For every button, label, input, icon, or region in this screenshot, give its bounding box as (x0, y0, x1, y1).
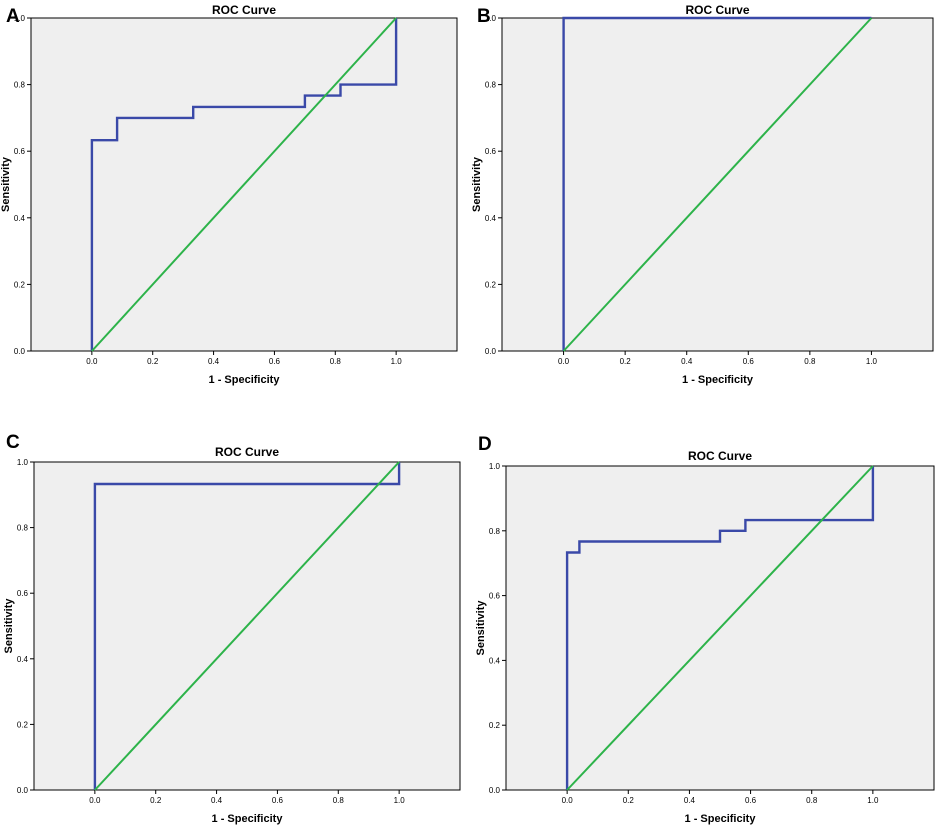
chart-panel-b: B ROC Curve 0.0 0.2 0.4 0.6 0.8 1.0 0.0 0.2 0.4 0.6… (471, 3, 934, 386)
chart-title-c: ROC Curve (215, 445, 279, 459)
x-tick-label-a-5: 1.0 (391, 357, 403, 366)
x-tick-label-a-1: 0.2 (147, 357, 159, 366)
x-tick-label-b-2: 0.4 (681, 357, 693, 366)
x-axis-label-c: 1 - Specificity (212, 813, 284, 825)
roc-curve-d (565, 466, 875, 790)
x-tick-label-b-1: 0.2 (620, 357, 632, 366)
x-tick-label-a-4: 0.8 (330, 357, 342, 366)
y-tick-label-a-4: 0.8 (14, 81, 26, 90)
y-tick-label-b-0: 0.0 (485, 347, 497, 356)
x-tick-label-a-2: 0.4 (208, 357, 220, 366)
panel-letter-d: D (478, 434, 492, 455)
reference-line-b (562, 17, 873, 352)
y-tick-label-d-5: 1.0 (489, 462, 501, 471)
panel-letter-a: A (6, 6, 20, 27)
chart-panel-c: C ROC Curve 0.0 0.2 0.4 0.6 0.8 1.0 0.0 0.2 0.4 0.6… (3, 432, 461, 825)
y-tick-label-b-5: 1.0 (485, 14, 497, 23)
x-tick-label-c-3: 0.6 (272, 796, 284, 805)
y-tick-label-d-4: 0.8 (489, 527, 501, 536)
y-tick-label-d-2: 0.4 (489, 656, 501, 665)
y-axis-label-c: Sensitivity (3, 598, 15, 654)
roc-curve-a (90, 18, 398, 351)
x-axis-label-d: 1 - Specificity (685, 813, 757, 825)
y-tick-label-a-5: 1.0 (14, 14, 26, 23)
x-tick-label-d-2: 0.4 (684, 796, 696, 805)
y-axis-label-d: Sensitivity (475, 600, 487, 656)
y-tick-label-c-2: 0.4 (17, 655, 29, 664)
x-tick-label-a-3: 0.6 (269, 357, 281, 366)
x-tick-label-d-3: 0.6 (745, 796, 757, 805)
y-tick-label-c-4: 0.8 (17, 524, 29, 533)
y-tick-label-a-3: 0.6 (14, 147, 26, 156)
x-tick-label-b-4: 0.8 (804, 357, 816, 366)
x-axis-label-b: 1 - Specificity (682, 374, 754, 386)
reference-line-a (91, 17, 397, 352)
y-tick-label-b-3: 0.6 (485, 147, 497, 156)
y-tick-label-c-5: 1.0 (17, 458, 29, 467)
y-tick-label-a-2: 0.4 (14, 214, 26, 223)
x-tick-label-d-4: 0.8 (806, 796, 818, 805)
panel-letter-c: C (6, 432, 20, 453)
y-tick-label-c-0: 0.0 (17, 786, 29, 795)
chart-title-b: ROC Curve (685, 3, 749, 17)
x-tick-label-b-5: 1.0 (866, 357, 878, 366)
x-tick-label-c-2: 0.4 (211, 796, 223, 805)
y-tick-label-c-3: 0.6 (17, 589, 29, 598)
chart-title-d: ROC Curve (688, 449, 752, 463)
chart-panel-a: A ROC Curve 0.0 0.2 0.4 0.6 0.8 1.0 0.0 0.2 0.4 0.6… (0, 3, 458, 386)
roc-curve-b (562, 16, 872, 351)
y-tick-label-b-4: 0.8 (485, 81, 497, 90)
y-axis-label-a: Sensitivity (0, 156, 12, 212)
x-tick-label-c-1: 0.2 (150, 796, 162, 805)
x-tick-label-d-0: 0.0 (562, 796, 574, 805)
x-axis-label-a: 1 - Specificity (209, 374, 281, 386)
chart-title-a: ROC Curve (212, 3, 276, 17)
y-tick-label-a-0: 0.0 (14, 347, 26, 356)
x-tick-label-d-5: 1.0 (867, 796, 879, 805)
y-axis-label-b: Sensitivity (471, 156, 483, 212)
reference-line-d (566, 465, 874, 791)
x-tick-label-d-1: 0.2 (623, 796, 635, 805)
y-tick-label-d-0: 0.0 (489, 786, 501, 795)
x-tick-label-c-5: 1.0 (394, 796, 406, 805)
y-tick-label-b-2: 0.4 (485, 214, 497, 223)
chart-panel-d: D ROC Curve 0.0 0.2 0.4 0.6 0.8 1.0 0.0 0.2 0.4 0.6… (475, 434, 935, 825)
x-tick-label-b-3: 0.6 (743, 357, 755, 366)
y-tick-label-c-1: 0.2 (17, 720, 29, 729)
x-tick-label-c-0: 0.0 (89, 796, 101, 805)
y-tick-label-a-1: 0.2 (14, 280, 26, 289)
y-tick-label-d-3: 0.6 (489, 592, 501, 601)
reference-line-c (94, 461, 400, 791)
x-tick-label-b-0: 0.0 (558, 357, 570, 366)
x-tick-label-a-0: 0.0 (86, 357, 98, 366)
y-tick-label-d-1: 0.2 (489, 721, 501, 730)
y-tick-label-b-1: 0.2 (485, 280, 497, 289)
x-tick-label-c-4: 0.8 (333, 796, 345, 805)
roc-curve-c (93, 462, 401, 790)
panel-letter-b: B (477, 6, 491, 27)
